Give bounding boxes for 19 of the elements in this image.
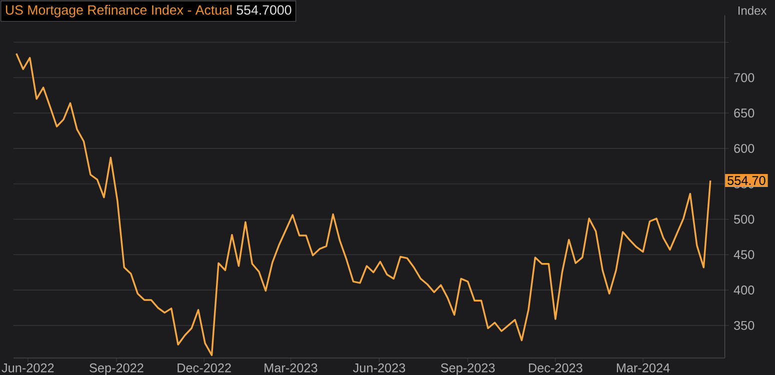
x-tick-label: Jun-2022 [2, 363, 54, 372]
y-tick-label: 350 [734, 320, 754, 330]
y-tick-label: 450 [734, 250, 754, 260]
x-tick-label: Dec-2022 [178, 363, 231, 372]
y-tick-label: 500 [734, 214, 754, 224]
text: 554.7000 [236, 5, 292, 15]
y-tick-label: 600 [734, 144, 754, 153]
x-tick-label: Sep-2022 [90, 363, 144, 375]
chart-title: US Mortgage Refinance Index - Actual [6, 4, 232, 18]
x-tick-label: Jun-2023 [353, 363, 406, 372]
x-tick-label: Dec-2023 [528, 363, 582, 372]
x-tick-label: Mar-2024 [616, 363, 670, 372]
text: 554.70 [728, 176, 766, 185]
y-tick-label: 400 [734, 286, 754, 295]
y-tick-label: 700 [734, 73, 754, 82]
y-axis-title: Index [738, 6, 767, 15]
y-tick-label: 650 [734, 108, 754, 118]
x-tick-label: Sep-2023 [440, 363, 495, 375]
x-tick-label: Mar-2023 [264, 363, 318, 372]
